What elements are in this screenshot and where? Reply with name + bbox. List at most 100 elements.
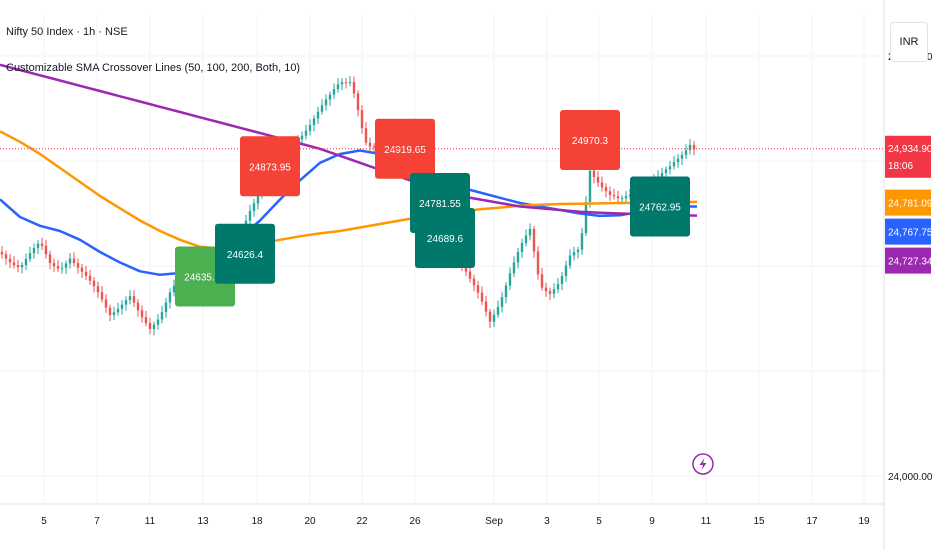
crossover-label-text: 24635.25 bbox=[184, 273, 226, 284]
candle-body bbox=[36, 243, 40, 248]
x-tick-label: 13 bbox=[197, 516, 209, 527]
crossover-label-box bbox=[630, 176, 690, 237]
candle-body bbox=[616, 196, 620, 199]
x-tick-label: 17 bbox=[806, 516, 818, 527]
candle-body bbox=[308, 124, 312, 131]
candle-body bbox=[532, 228, 536, 252]
price-tag-box bbox=[885, 218, 931, 245]
symbol-title: Nifty 50 Index · 1h · NSE bbox=[6, 26, 128, 38]
candle-body bbox=[256, 194, 260, 204]
x-tick-label: Sep bbox=[485, 516, 503, 527]
candle-body bbox=[580, 233, 584, 250]
candle-body bbox=[132, 296, 136, 303]
candle-body bbox=[52, 263, 56, 267]
candle-body bbox=[136, 302, 140, 311]
bar-countdown: 18:06 bbox=[888, 161, 913, 172]
candle-body bbox=[476, 285, 480, 293]
candle-body bbox=[592, 170, 596, 178]
candle-body bbox=[112, 312, 116, 315]
candle-body bbox=[248, 210, 252, 221]
crossover-label-text: 24762.95 bbox=[639, 203, 681, 214]
crossover-label-bear: 24970.3 bbox=[560, 110, 620, 170]
candle-body bbox=[120, 304, 124, 309]
price-tag-sma100: 24,781.09 bbox=[885, 189, 932, 216]
crossover-label-text: 24689.6 bbox=[427, 234, 464, 245]
crossover-label-text: 24970.3 bbox=[572, 136, 609, 147]
candle-body bbox=[472, 278, 476, 286]
candle-body bbox=[160, 312, 164, 320]
x-tick-label: 11 bbox=[145, 516, 156, 527]
x-tick-label: 18 bbox=[251, 516, 263, 527]
candle-body bbox=[568, 255, 572, 266]
price-tags: 24,934.90 18:06 24,781.09 24,767.75 24,727.3… bbox=[885, 135, 932, 274]
candle-body bbox=[320, 105, 324, 112]
x-tick-label: 22 bbox=[356, 516, 368, 527]
candle-body bbox=[68, 258, 72, 264]
candle-body bbox=[328, 94, 332, 100]
candle-body bbox=[468, 271, 472, 279]
candle-body bbox=[108, 307, 112, 315]
candle-body bbox=[116, 308, 120, 313]
x-tick-label: 5 bbox=[596, 516, 602, 527]
candle-body bbox=[28, 253, 32, 259]
sma-line-sma50 bbox=[0, 149, 697, 277]
candle-body bbox=[680, 154, 684, 159]
price-tag-value: 24,781.09 bbox=[888, 199, 932, 210]
candle-body bbox=[312, 118, 316, 125]
candle-body bbox=[524, 235, 528, 243]
candle-body bbox=[252, 203, 256, 211]
candle-body bbox=[588, 170, 592, 202]
crossover-label-box bbox=[240, 136, 300, 197]
candle-body bbox=[12, 262, 16, 266]
candle-body bbox=[496, 306, 500, 315]
candle-body bbox=[172, 285, 176, 293]
candle-body bbox=[676, 158, 680, 163]
candle-body bbox=[48, 254, 52, 264]
indicator-title[interactable]: Customizable SMA Crossover Lines (50, 10… bbox=[6, 62, 301, 74]
candle-body bbox=[660, 173, 664, 177]
candle-body bbox=[76, 263, 80, 268]
x-tick-label: 20 bbox=[304, 516, 316, 527]
candle-body bbox=[692, 144, 696, 150]
lightning-icon[interactable] bbox=[692, 453, 714, 475]
price-tag-value: 24,727.34 bbox=[888, 257, 932, 268]
candle-body bbox=[20, 264, 24, 268]
candle-body bbox=[84, 271, 88, 276]
candle-body bbox=[608, 191, 612, 196]
candle-body bbox=[72, 258, 76, 264]
time-axis[interactable]: 5 7 11 13 18 20 22 26 Sep 3 5 9 11 15 17 19 bbox=[0, 503, 884, 527]
currency-button[interactable]: INR bbox=[890, 22, 928, 62]
candle-body bbox=[164, 302, 168, 313]
candle-body bbox=[480, 292, 484, 302]
price-tag-value: 24,767.75 bbox=[888, 228, 932, 239]
crossover-label-text: 24873.95 bbox=[249, 162, 291, 173]
candle-body bbox=[504, 285, 508, 298]
candle-body bbox=[336, 84, 340, 90]
candle-body bbox=[8, 258, 12, 263]
candle-body bbox=[664, 169, 668, 174]
candle-body bbox=[576, 249, 580, 253]
candle-body bbox=[488, 311, 492, 322]
candle-body bbox=[80, 267, 84, 272]
sma-line-sma200 bbox=[0, 63, 698, 217]
crossover-label-teal: 24626.4 bbox=[215, 223, 275, 284]
candle-body bbox=[612, 195, 616, 197]
candle-body bbox=[88, 275, 92, 281]
candle-body bbox=[688, 144, 692, 151]
x-tick-label: 19 bbox=[858, 516, 870, 527]
price-tag-sma200: 24,727.34 bbox=[885, 247, 932, 274]
candle-body bbox=[100, 292, 104, 300]
crossover-label-bear: 24873.95 bbox=[240, 136, 300, 197]
candle-body bbox=[96, 286, 100, 293]
candle-body bbox=[556, 284, 560, 290]
x-tick-label: 5 bbox=[41, 516, 47, 527]
candle-body bbox=[528, 228, 532, 236]
candle-body bbox=[316, 111, 320, 119]
price-axis[interactable]: 25,200.0024,000.00 bbox=[883, 0, 932, 550]
candle-body bbox=[540, 274, 544, 288]
candle-body bbox=[352, 82, 356, 94]
candle-body bbox=[124, 300, 128, 305]
candle-body bbox=[140, 310, 144, 318]
candle-body bbox=[584, 201, 588, 234]
